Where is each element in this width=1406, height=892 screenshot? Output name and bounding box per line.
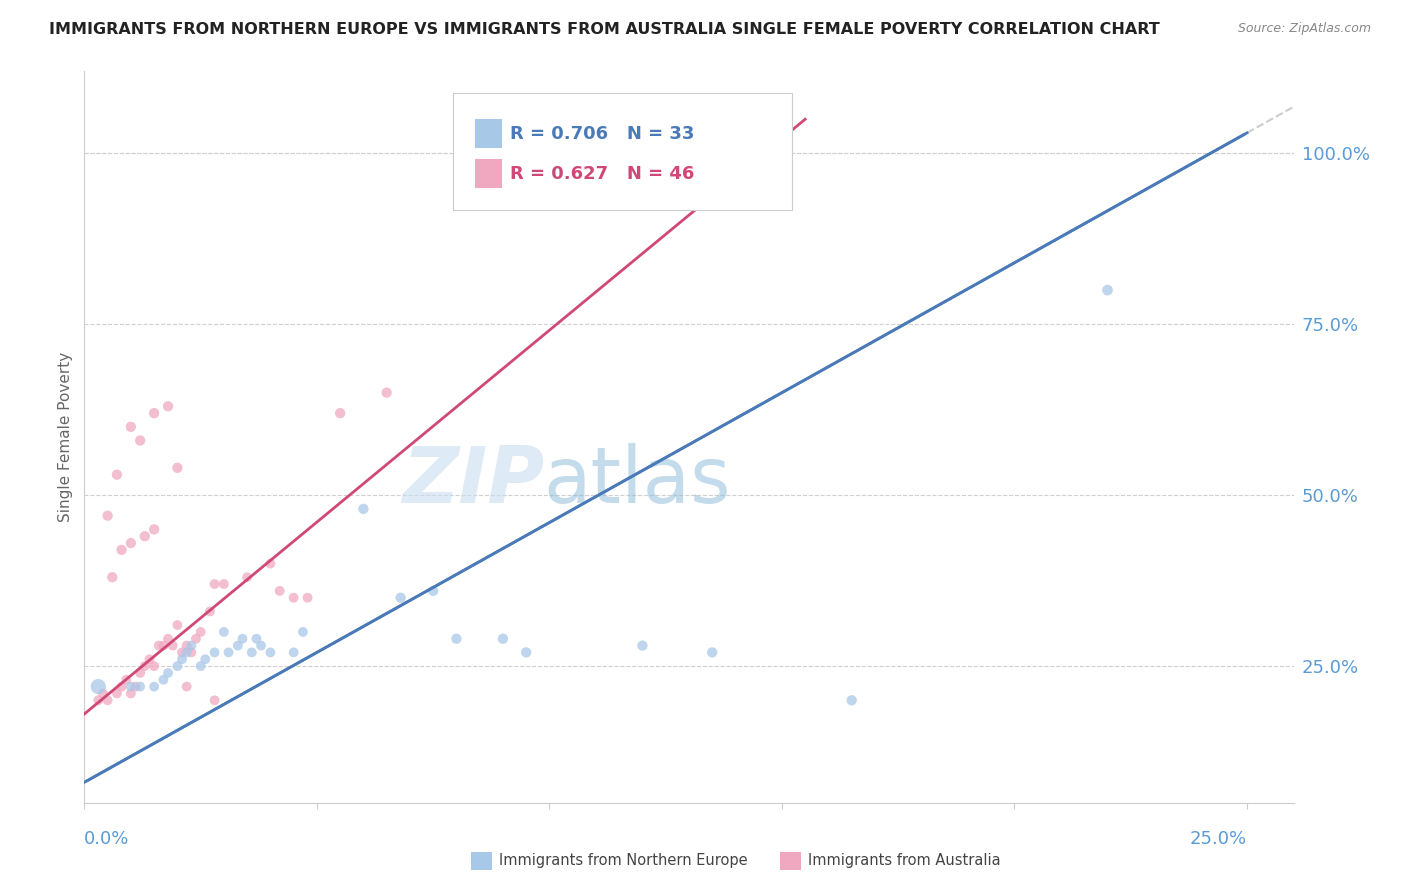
Point xyxy=(1097,283,1119,297)
Point xyxy=(190,659,212,673)
Point xyxy=(110,542,132,557)
Point xyxy=(329,406,352,420)
Point xyxy=(87,693,110,707)
Point xyxy=(129,665,152,680)
Text: R = 0.627   N = 46: R = 0.627 N = 46 xyxy=(510,165,695,183)
Point xyxy=(190,624,212,639)
Text: R = 0.706   N = 33: R = 0.706 N = 33 xyxy=(510,125,695,143)
Text: Immigrants from Northern Europe: Immigrants from Northern Europe xyxy=(499,854,748,868)
Point xyxy=(105,467,128,482)
Text: IMMIGRANTS FROM NORTHERN EUROPE VS IMMIGRANTS FROM AUSTRALIA SINGLE FEMALE POVER: IMMIGRANTS FROM NORTHERN EUROPE VS IMMIG… xyxy=(49,22,1160,37)
Text: Immigrants from Australia: Immigrants from Australia xyxy=(808,854,1001,868)
Point xyxy=(120,420,142,434)
Point xyxy=(218,645,240,659)
Point xyxy=(212,624,235,639)
Point xyxy=(148,639,170,653)
Point xyxy=(176,639,198,653)
Point xyxy=(389,591,412,605)
Point xyxy=(180,639,202,653)
Point xyxy=(120,686,142,700)
Point xyxy=(283,645,305,659)
Point xyxy=(446,632,468,646)
Point xyxy=(352,501,374,516)
Point xyxy=(198,604,221,618)
Point xyxy=(250,639,273,653)
Point xyxy=(422,583,444,598)
Text: atlas: atlas xyxy=(544,443,731,519)
Point xyxy=(259,557,281,571)
Point xyxy=(204,577,226,591)
Point xyxy=(120,680,142,694)
Point xyxy=(212,577,235,591)
FancyBboxPatch shape xyxy=(475,119,502,148)
Point xyxy=(269,583,291,598)
Point xyxy=(375,385,398,400)
Point xyxy=(297,591,319,605)
Point xyxy=(184,632,207,646)
Point xyxy=(240,645,263,659)
Point xyxy=(110,680,132,694)
Point xyxy=(176,680,198,694)
Text: 0.0%: 0.0% xyxy=(84,830,129,848)
Point xyxy=(180,645,202,659)
Point xyxy=(152,639,174,653)
Point xyxy=(91,686,114,700)
Point xyxy=(87,680,110,694)
FancyBboxPatch shape xyxy=(453,94,792,211)
Point xyxy=(134,659,156,673)
Point xyxy=(129,434,152,448)
Point xyxy=(166,618,188,632)
Point xyxy=(101,570,124,584)
Point xyxy=(231,632,253,646)
Point xyxy=(115,673,138,687)
Point xyxy=(245,632,267,646)
Point xyxy=(226,639,249,653)
Point xyxy=(157,632,180,646)
Point xyxy=(631,639,654,653)
Point xyxy=(166,460,188,475)
Point xyxy=(194,652,217,666)
Point xyxy=(204,645,226,659)
Point xyxy=(157,665,180,680)
Point xyxy=(120,536,142,550)
Text: 25.0%: 25.0% xyxy=(1189,830,1247,848)
Point xyxy=(97,693,120,707)
Y-axis label: Single Female Poverty: Single Female Poverty xyxy=(58,352,73,522)
Point xyxy=(236,570,259,584)
Point xyxy=(841,693,863,707)
Point xyxy=(152,673,174,687)
Point xyxy=(143,659,166,673)
Point xyxy=(134,529,156,543)
Point xyxy=(157,400,180,414)
Point xyxy=(170,652,193,666)
Point xyxy=(259,645,281,659)
Text: ZIP: ZIP xyxy=(402,443,544,519)
Point xyxy=(143,406,166,420)
Point xyxy=(204,693,226,707)
Point xyxy=(105,686,128,700)
Point xyxy=(162,639,184,653)
Point xyxy=(291,624,314,639)
Text: Source: ZipAtlas.com: Source: ZipAtlas.com xyxy=(1237,22,1371,36)
Point xyxy=(124,680,146,694)
Point xyxy=(143,680,166,694)
Point xyxy=(166,659,188,673)
Point xyxy=(97,508,120,523)
Point xyxy=(170,645,193,659)
Point xyxy=(283,591,305,605)
Point xyxy=(138,652,160,666)
Point xyxy=(515,645,537,659)
Point xyxy=(492,632,515,646)
Point xyxy=(702,645,724,659)
Point xyxy=(129,680,152,694)
FancyBboxPatch shape xyxy=(475,159,502,188)
Point xyxy=(143,522,166,536)
Point xyxy=(176,645,198,659)
